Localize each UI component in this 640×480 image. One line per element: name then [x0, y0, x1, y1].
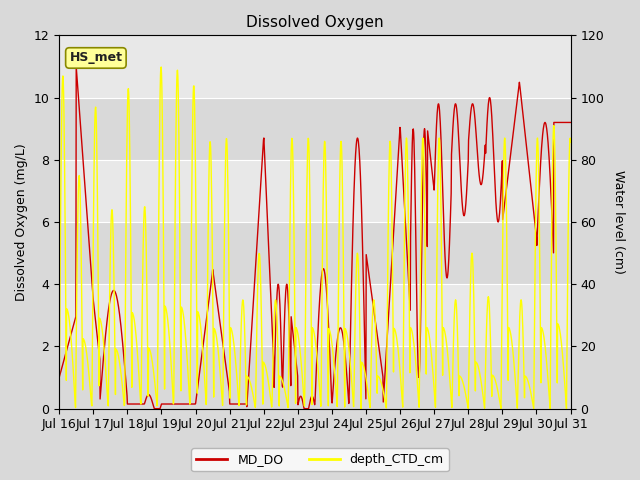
- Bar: [59, 36, 571, 97]
- Bar: [59, 347, 571, 408]
- Bar: [59, 160, 571, 222]
- Y-axis label: Water level (cm): Water level (cm): [612, 170, 625, 274]
- Text: HS_met: HS_met: [69, 51, 122, 64]
- Bar: [59, 97, 571, 160]
- Bar: [59, 284, 571, 347]
- Title: Dissolved Oxygen: Dissolved Oxygen: [246, 15, 383, 30]
- Legend: MD_DO, depth_CTD_cm: MD_DO, depth_CTD_cm: [191, 448, 449, 471]
- Bar: [59, 222, 571, 284]
- Y-axis label: Dissolved Oxygen (mg/L): Dissolved Oxygen (mg/L): [15, 143, 28, 301]
